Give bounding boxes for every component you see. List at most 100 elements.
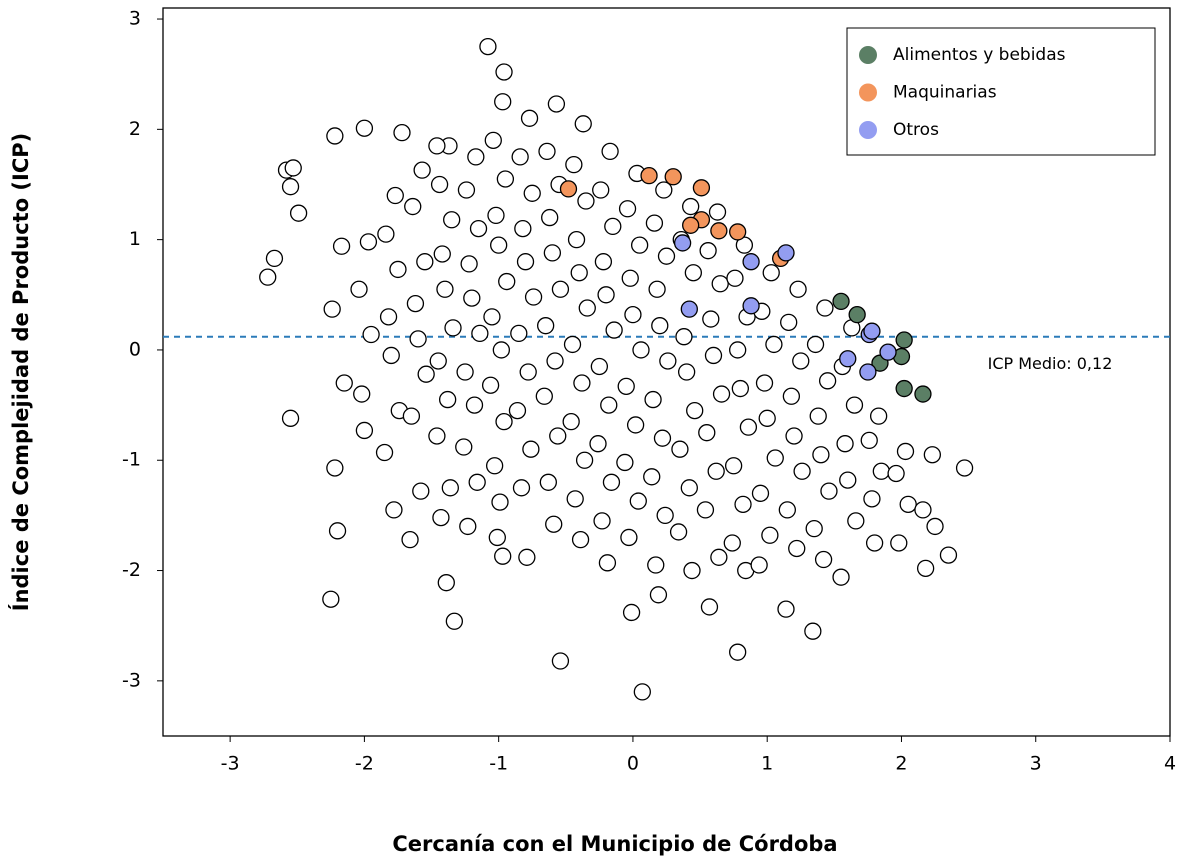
point	[684, 264, 703, 282]
point	[618, 200, 637, 218]
point	[508, 401, 527, 420]
point	[549, 427, 567, 445]
point	[401, 531, 419, 549]
point	[498, 272, 516, 291]
point	[750, 556, 768, 574]
point	[402, 407, 421, 425]
point	[895, 379, 913, 398]
point	[604, 217, 622, 236]
point	[653, 429, 672, 447]
point	[575, 451, 594, 469]
point	[839, 350, 857, 368]
point	[460, 255, 478, 273]
point	[926, 517, 944, 536]
point	[696, 501, 715, 519]
x-tick-label: -1	[489, 753, 508, 775]
point	[332, 237, 351, 255]
point	[643, 468, 661, 486]
x-tick-label: -2	[355, 753, 374, 775]
point	[839, 471, 857, 489]
point	[377, 225, 395, 243]
point	[848, 305, 866, 324]
x-tick-label: 3	[1030, 753, 1042, 775]
point	[590, 357, 609, 376]
point	[726, 269, 744, 287]
point	[766, 449, 784, 467]
point	[914, 501, 932, 519]
point	[620, 528, 638, 547]
point	[765, 335, 783, 354]
point	[393, 123, 411, 142]
point	[428, 427, 446, 445]
point	[647, 556, 665, 574]
point	[547, 95, 566, 113]
point	[546, 352, 564, 370]
point	[723, 534, 741, 552]
y-axis-label: Índice de Complejidad de Producto (ICP)	[8, 133, 33, 612]
point	[890, 534, 908, 552]
point	[494, 93, 512, 111]
point	[488, 528, 506, 547]
point	[742, 297, 760, 315]
point	[616, 453, 634, 472]
point	[655, 181, 673, 199]
point	[820, 482, 838, 500]
point	[516, 253, 535, 271]
point	[494, 547, 512, 565]
point	[832, 568, 850, 586]
legend-marker	[859, 46, 877, 64]
point	[605, 321, 623, 339]
x-tick-label: -3	[221, 753, 240, 775]
y-tick-label: -2	[122, 559, 141, 581]
point	[379, 308, 398, 326]
point	[762, 264, 780, 282]
x-tick-label: 0	[627, 753, 639, 775]
point	[739, 418, 758, 436]
point	[524, 288, 543, 306]
point	[359, 233, 378, 251]
point	[729, 223, 747, 241]
point	[651, 317, 669, 335]
point	[510, 324, 528, 343]
point	[471, 324, 489, 343]
point	[429, 352, 447, 370]
point	[761, 526, 779, 544]
point	[814, 550, 833, 569]
point	[485, 457, 504, 475]
point	[437, 574, 455, 592]
legend-marker	[859, 83, 877, 102]
point	[895, 331, 913, 349]
point	[432, 508, 450, 527]
point	[622, 603, 641, 622]
point	[412, 482, 430, 500]
point	[657, 247, 676, 265]
point	[409, 330, 427, 348]
point	[594, 253, 613, 271]
point	[551, 652, 570, 670]
point	[328, 522, 347, 540]
point	[496, 170, 515, 188]
point	[375, 443, 394, 462]
point	[863, 322, 881, 340]
point	[916, 559, 935, 577]
point	[836, 435, 854, 453]
point	[782, 387, 801, 405]
point	[355, 421, 374, 440]
point	[656, 506, 674, 525]
point	[704, 346, 723, 365]
y-tick-label: 0	[129, 338, 141, 360]
point	[413, 161, 431, 179]
point	[406, 294, 425, 313]
point	[467, 148, 485, 166]
point	[281, 409, 300, 427]
point	[538, 142, 556, 161]
point	[664, 168, 682, 186]
point	[896, 442, 915, 461]
point	[566, 490, 584, 508]
point	[872, 462, 890, 480]
point	[417, 365, 435, 383]
point	[362, 325, 380, 344]
point	[711, 275, 729, 293]
legend-label: Alimentos y bebidas	[893, 45, 1066, 65]
